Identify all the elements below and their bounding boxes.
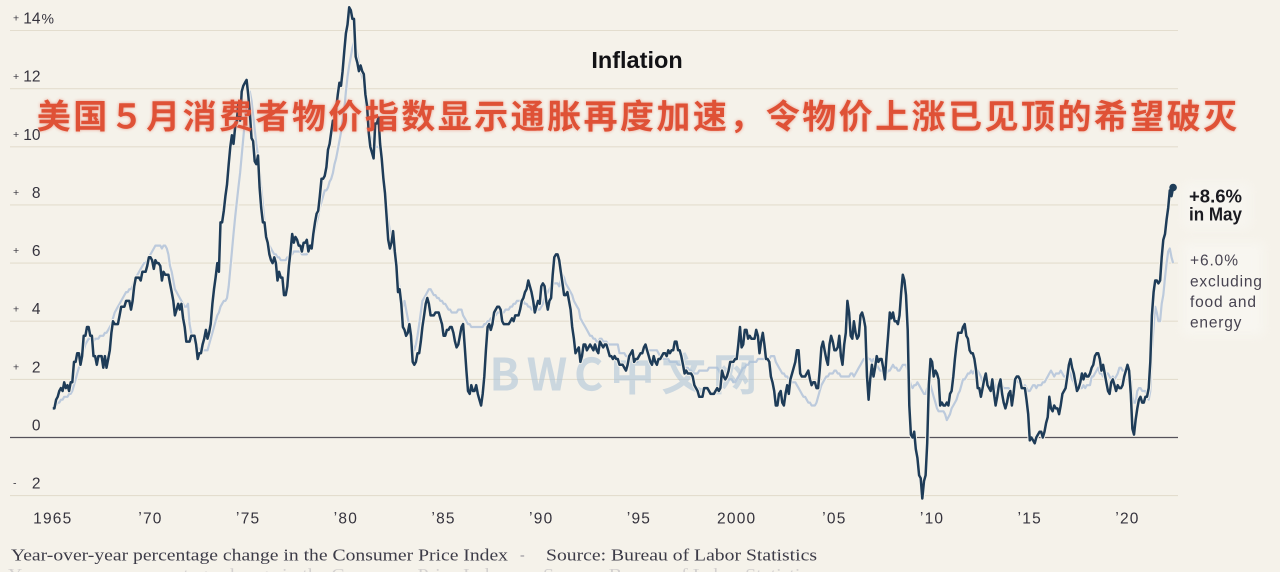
svg-text:+8.6%: +8.6%: [1189, 186, 1242, 207]
svg-text:14: 14: [23, 11, 41, 28]
svg-text:in May: in May: [1189, 204, 1243, 225]
svg-text:12: 12: [23, 69, 40, 86]
svg-text:2: 2: [32, 476, 41, 493]
svg-text:ʼ80: ʼ80: [334, 511, 358, 528]
svg-text:energy: energy: [1190, 315, 1242, 332]
svg-text:ʼ05: ʼ05: [822, 511, 846, 528]
svg-text:excluding: excluding: [1190, 274, 1263, 291]
svg-text:%: %: [42, 11, 54, 27]
svg-text:ʼ85: ʼ85: [431, 511, 455, 528]
svg-text:ʼ75: ʼ75: [236, 511, 260, 528]
svg-text:ʼ10: ʼ10: [920, 511, 944, 528]
svg-text:ʼ15: ʼ15: [1018, 511, 1042, 528]
svg-text:+: +: [13, 362, 19, 374]
svg-text:1965: 1965: [33, 511, 72, 528]
svg-text:ʼ90: ʼ90: [529, 511, 553, 528]
svg-text:ʼ20: ʼ20: [1115, 511, 1139, 528]
svg-text:ʼ95: ʼ95: [627, 511, 651, 528]
svg-text:8: 8: [32, 185, 41, 202]
svg-text:+: +: [13, 129, 19, 141]
svg-text:ʼ70: ʼ70: [138, 511, 162, 528]
svg-text:Year-over-year percentage chan: Year-over-year percentage change in the …: [8, 565, 509, 572]
svg-text:-: -: [13, 478, 17, 490]
svg-text:Inflation: Inflation: [591, 47, 682, 73]
svg-text:4: 4: [32, 301, 41, 318]
svg-text:+: +: [13, 187, 19, 199]
svg-text:+: +: [13, 13, 19, 25]
svg-text:+: +: [13, 71, 19, 83]
svg-text:2000: 2000: [717, 511, 756, 528]
svg-text:Source: Bureau of Labor Statis: Source: Bureau of Labor Statistics: [546, 546, 817, 565]
svg-text:+: +: [13, 303, 19, 315]
svg-text:-: -: [520, 548, 525, 563]
svg-text:+: +: [13, 245, 19, 257]
svg-text:food and: food and: [1190, 294, 1257, 311]
svg-text:+6.0%: +6.0%: [1190, 253, 1239, 270]
svg-text:6: 6: [32, 243, 41, 260]
svg-text:Source: Bureau of Labor Statis: Source: Bureau of Labor Statistics: [543, 565, 817, 572]
svg-text:2: 2: [32, 359, 41, 376]
svg-text:0: 0: [32, 418, 41, 435]
svg-text:Year-over-year percentage chan: Year-over-year percentage change in the …: [11, 546, 509, 565]
svg-text:10: 10: [23, 127, 41, 144]
